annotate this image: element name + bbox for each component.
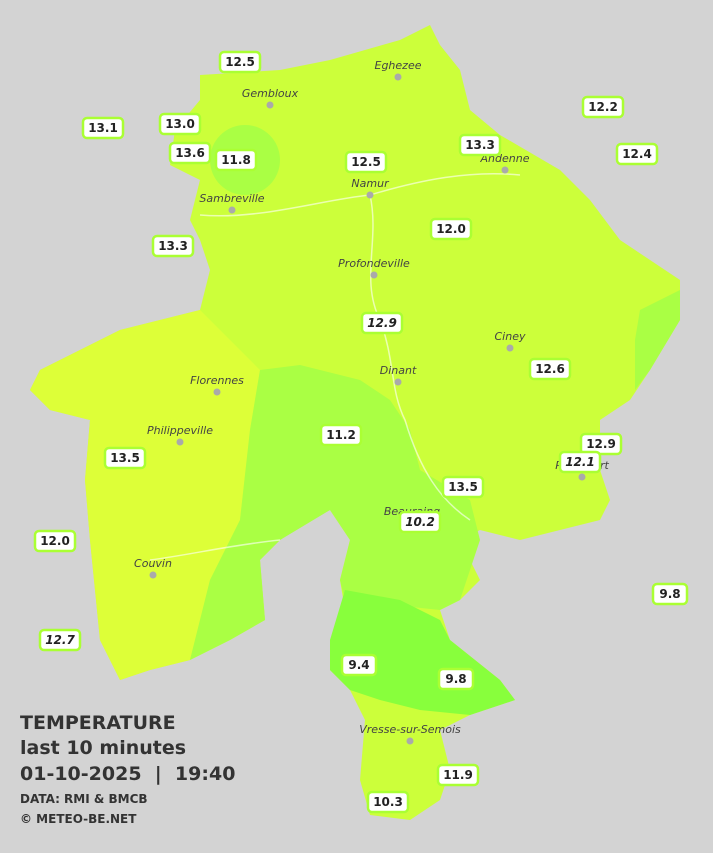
station-box: [340, 653, 378, 677]
station-box: [558, 450, 602, 474]
subtitle: last 10 minutes: [20, 737, 187, 759]
station-temp: 10.2: [405, 515, 435, 529]
station-box: [458, 133, 502, 157]
station-box: [429, 217, 473, 241]
station-temp: 12.7: [45, 633, 75, 647]
station-temp: 12.0: [436, 222, 466, 236]
station-box: [151, 234, 195, 258]
station-temp: 13.5: [110, 451, 140, 465]
city-name: Florennes: [190, 374, 244, 387]
city-name: Couvin: [134, 557, 172, 570]
station-temp: 9.8: [445, 672, 466, 686]
station-temp: 13.1: [88, 121, 118, 135]
station-box: [398, 510, 442, 534]
station-box: [615, 142, 659, 166]
city-name: Dinant: [380, 364, 417, 377]
station-box: [528, 357, 572, 381]
city-name: Gembloux: [242, 87, 299, 100]
city-dot: [370, 271, 378, 279]
station-temp: 9.4: [348, 658, 369, 672]
station-box: [579, 432, 623, 456]
station-temp: 12.1: [565, 455, 595, 469]
city-dot: [394, 378, 402, 386]
city-dot: [578, 473, 586, 481]
station-temp: 13.0: [165, 117, 195, 131]
city-name: Ciney: [495, 330, 526, 343]
station-temp: 12.2: [588, 100, 618, 114]
city-dot: [266, 101, 274, 109]
station-box: [218, 50, 262, 74]
source: DATA: RMI & BMCB: [20, 792, 148, 806]
city-name: Vresse-sur-Semois: [359, 723, 461, 736]
station-box: [436, 763, 480, 787]
copyright: © METEO-BE.NET: [20, 812, 137, 826]
station-box: [168, 141, 212, 165]
station-temp: 13.3: [158, 239, 188, 253]
city-name: Profondeville: [338, 257, 410, 270]
station-temp: 12.0: [40, 534, 70, 548]
station-temp: 12.6: [535, 362, 565, 376]
station-temp: 12.5: [225, 55, 255, 69]
station-box: [366, 790, 410, 814]
station-temp: 11.9: [443, 768, 473, 782]
city-dot: [501, 166, 509, 174]
city-dot: [228, 206, 236, 214]
datetime: 01-10-2025 | 19:40: [20, 763, 236, 785]
station-box: [437, 667, 475, 691]
station-box: [81, 116, 125, 140]
station-temp: 13.6: [175, 146, 205, 160]
city-name: Philippeville: [147, 424, 213, 437]
station-box: [344, 150, 388, 174]
station-box: [441, 475, 485, 499]
city-dot: [394, 73, 402, 81]
zone-east: [635, 290, 680, 390]
station-temp: 12.4: [622, 147, 652, 161]
station-box: [319, 423, 363, 447]
station-temp: 12.9: [586, 437, 616, 451]
city-dot: [406, 737, 414, 745]
station-box: [360, 311, 404, 335]
city-dot: [366, 191, 374, 199]
city-name: Eghezee: [375, 59, 422, 72]
station-temp: 13.5: [448, 480, 478, 494]
station-box: [214, 148, 258, 172]
station-box: [33, 529, 77, 553]
station-temp: 10.3: [373, 795, 403, 809]
city-dot: [149, 571, 157, 579]
station-temp: 11.8: [221, 153, 251, 167]
city-dot: [176, 438, 184, 446]
city-dot: [213, 388, 221, 396]
station-box: [581, 95, 625, 119]
city-dot: [506, 344, 514, 352]
station-box: [158, 112, 202, 136]
station-box: [38, 628, 82, 652]
city-name: Sambreville: [199, 192, 264, 205]
station-temp: 12.5: [351, 155, 381, 169]
station-temp: 12.9: [367, 316, 397, 330]
station-temp: 11.2: [326, 428, 356, 442]
station-temp: 9.8: [659, 587, 680, 601]
station-box: [103, 446, 147, 470]
station-temp: 13.3: [465, 138, 495, 152]
title: TEMPERATURE: [20, 712, 176, 734]
city-name: Namur: [351, 177, 390, 190]
zone-west: [30, 310, 260, 680]
station-box: [651, 582, 689, 606]
zone-cool: [190, 365, 480, 660]
